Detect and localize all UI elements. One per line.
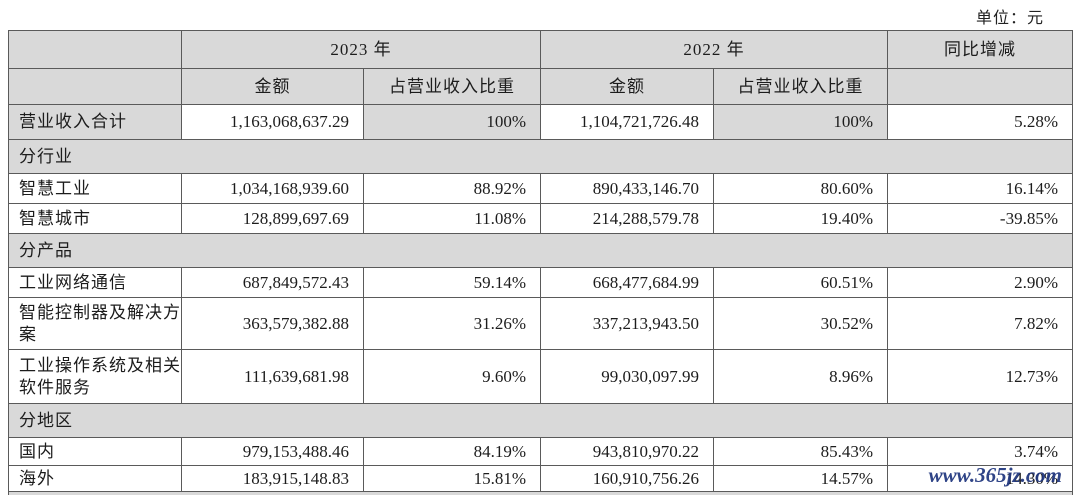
table-row: 工业网络通信 687,849,572.43 59.14% 668,477,684…: [8, 267, 1073, 298]
amount-2023-cell: 687,849,572.43: [181, 267, 364, 298]
yoy-cell: 3.74%: [887, 437, 1073, 466]
table-row-cutoff: [8, 491, 1073, 495]
row-label: 工业网络通信: [8, 267, 182, 298]
amount-2023-cell: 128,899,697.69: [181, 203, 364, 234]
ratio-2022-cell: 80.60%: [713, 173, 888, 204]
amount-2022-cell: 337,213,943.50: [540, 297, 714, 350]
header-year-2023: 2023 年: [181, 30, 541, 69]
header-year-2022: 2022 年: [540, 30, 888, 69]
header-blank-cell: [8, 30, 182, 69]
row-label: 智能控制器及解决方案: [8, 297, 182, 350]
amount-2023-cell: 363,579,382.88: [181, 297, 364, 350]
amount-2022-cell: 668,477,684.99: [540, 267, 714, 298]
header-blank-cell: [8, 68, 182, 105]
yoy-cell: 12.73%: [887, 349, 1073, 404]
ratio-2023-cell: 84.19%: [363, 437, 541, 466]
yoy-cell: 5.28%: [887, 104, 1073, 140]
ratio-2022-cell: 100%: [713, 104, 888, 140]
section-row-region: 分地区: [8, 403, 1073, 438]
row-label: 工业操作系统及相关软件服务: [8, 349, 182, 404]
ratio-2022-cell: 85.43%: [713, 437, 888, 466]
amount-2022-cell: 890,433,146.70: [540, 173, 714, 204]
row-label: 智慧城市: [8, 203, 182, 234]
row-label: 营业收入合计: [8, 104, 182, 140]
ratio-2022-cell: 14.57%: [713, 465, 888, 492]
header-amount-2022: 金额: [540, 68, 714, 105]
ratio-2022-cell: 8.96%: [713, 349, 888, 404]
row-label: 海外: [8, 465, 182, 492]
table-row: 智慧城市 128,899,697.69 11.08% 214,288,579.7…: [8, 203, 1073, 234]
amount-2023-cell: 979,153,488.46: [181, 437, 364, 466]
section-title: 分产品: [8, 233, 1073, 268]
unit-label: 单位：元: [975, 10, 1044, 27]
table-row: 国内 979,153,488.46 84.19% 943,810,970.22 …: [8, 437, 1073, 466]
table-row: 智能控制器及解决方案 363,579,382.88 31.26% 337,213…: [8, 297, 1073, 350]
amount-2023-cell: 111,639,681.98: [181, 349, 364, 404]
ratio-2022-cell: 19.40%: [713, 203, 888, 234]
header-row-years: 2023 年 2022 年 同比增减: [8, 30, 1073, 69]
header-yoy: 同比增减: [887, 30, 1073, 69]
yoy-cell: 7.82%: [887, 297, 1073, 350]
section-row-industry: 分行业: [8, 139, 1073, 174]
ratio-2023-cell: 9.60%: [363, 349, 541, 404]
amount-2022-cell: 943,810,970.22: [540, 437, 714, 466]
ratio-2023-cell: 15.81%: [363, 465, 541, 492]
header-blank-cell: [887, 68, 1073, 105]
header-amount-2023: 金额: [181, 68, 364, 105]
ratio-2022-cell: 30.52%: [713, 297, 888, 350]
cutoff-section-cell: [8, 491, 1073, 495]
amount-2022-cell: 1,104,721,726.48: [540, 104, 714, 140]
ratio-2022-cell: 60.51%: [713, 267, 888, 298]
amount-2023-cell: 1,034,168,939.60: [181, 173, 364, 204]
section-title: 分地区: [8, 403, 1073, 438]
ratio-2023-cell: 59.14%: [363, 267, 541, 298]
table-row: 海外 183,915,148.83 15.81% 160,910,756.26 …: [8, 465, 1073, 492]
ratio-2023-cell: 100%: [363, 104, 541, 140]
amount-2022-cell: 214,288,579.78: [540, 203, 714, 234]
row-label: 国内: [8, 437, 182, 466]
yoy-cell: -39.85%: [887, 203, 1073, 234]
header-row-metrics: 金额 占营业收入比重 金额 占营业收入比重: [8, 68, 1073, 105]
section-row-product: 分产品: [8, 233, 1073, 268]
yoy-cell: 16.14%: [887, 173, 1073, 204]
yoy-cell: 2.90%: [887, 267, 1073, 298]
ratio-2023-cell: 88.92%: [363, 173, 541, 204]
ratio-2023-cell: 11.08%: [363, 203, 541, 234]
section-title: 分行业: [8, 139, 1073, 174]
table-row: 智慧工业 1,034,168,939.60 88.92% 890,433,146…: [8, 173, 1073, 204]
ratio-2023-cell: 31.26%: [363, 297, 541, 350]
amount-2022-cell: 160,910,756.26: [540, 465, 714, 492]
revenue-table: 2023 年 2022 年 同比增减 金额 占营业收入比重 金额 占营业收入比重…: [8, 30, 1073, 495]
amount-2023-cell: 183,915,148.83: [181, 465, 364, 492]
amount-2022-cell: 99,030,097.99: [540, 349, 714, 404]
amount-2023-cell: 1,163,068,637.29: [181, 104, 364, 140]
header-ratio-2023: 占营业收入比重: [363, 68, 541, 105]
table-row-total: 营业收入合计 1,163,068,637.29 100% 1,104,721,7…: [8, 104, 1073, 140]
header-ratio-2022: 占营业收入比重: [713, 68, 888, 105]
table-row: 工业操作系统及相关软件服务 111,639,681.98 9.60% 99,03…: [8, 349, 1073, 404]
row-label: 智慧工业: [8, 173, 182, 204]
yoy-cell-obscured: 14.30%: [887, 465, 1073, 492]
